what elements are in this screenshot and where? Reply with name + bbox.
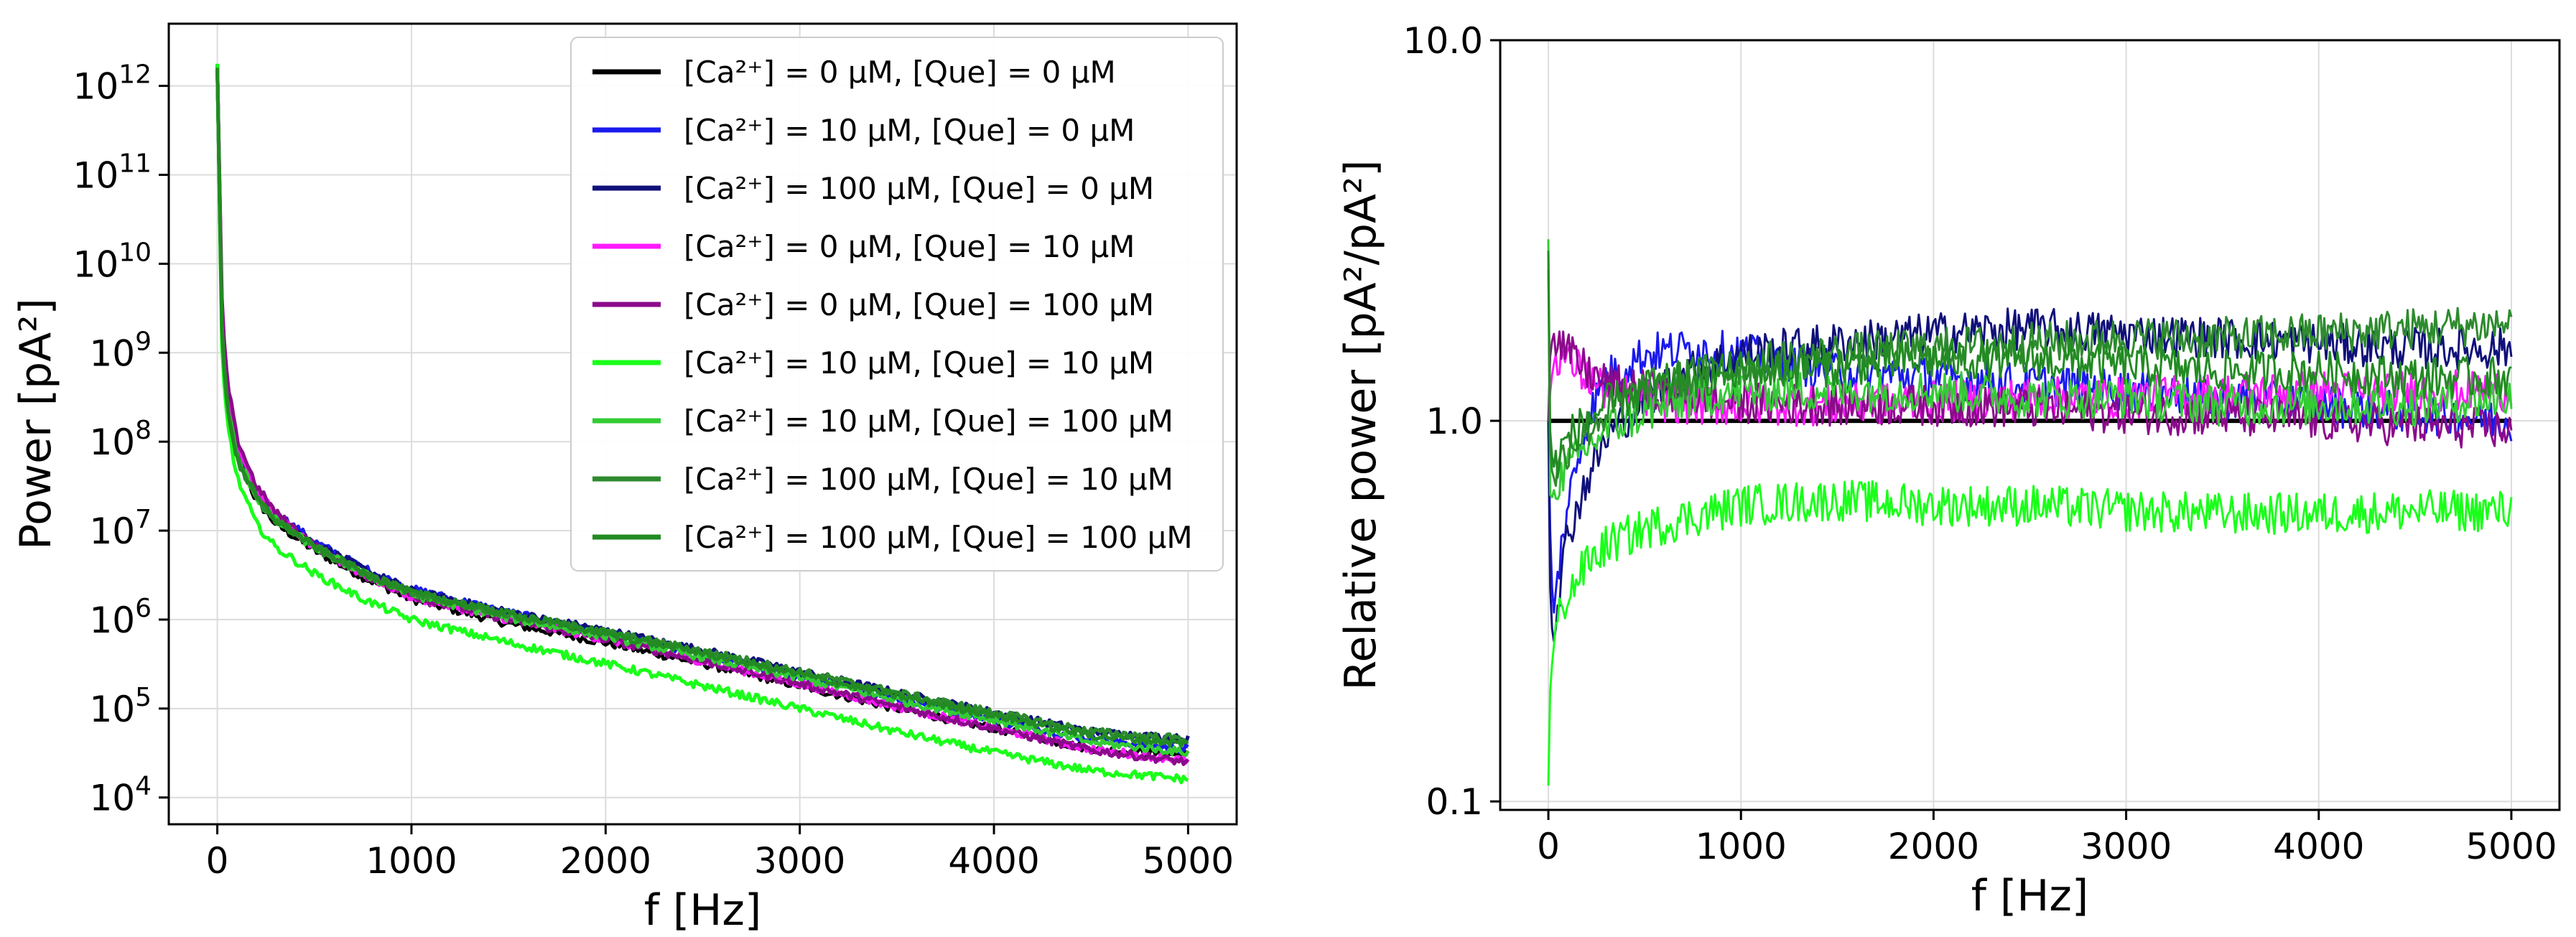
- y-tick-label: 106: [89, 594, 152, 641]
- y-tick-base: 10: [73, 243, 119, 285]
- series-line-6: [1547, 480, 2513, 786]
- y-tick-label: 107: [89, 505, 152, 552]
- y-tick-label: 1011: [73, 149, 152, 196]
- y-tick-base: 10: [89, 421, 135, 463]
- y-tick-exponent: 6: [135, 594, 152, 623]
- series-line-9: [1547, 251, 2512, 479]
- y-tick-label: 105: [89, 683, 152, 730]
- x-axis-title: f [Hz]: [644, 885, 762, 934]
- series-line-9: [215, 67, 1189, 748]
- series-line-6: [215, 63, 1189, 785]
- series-group: [215, 63, 1190, 785]
- legend-box: [570, 37, 1224, 572]
- y-tick-label: 1.0: [1426, 401, 1483, 442]
- y-tick-exponent: 9: [135, 327, 152, 356]
- plot-frame: [167, 22, 1238, 826]
- y-tick-label: 104: [89, 772, 152, 819]
- y-tick-base: 10: [89, 511, 135, 552]
- chart-panel-1: 0 1000 2000 3000 4000 50001041051061071081091…: [11, 22, 1238, 936]
- y-tick-base: 10: [89, 332, 135, 374]
- y-tick-label: 109: [89, 327, 152, 374]
- y-tick-label: 1010: [73, 238, 152, 285]
- y-tick-base: 10: [89, 600, 135, 641]
- x-tick-label: 4000: [2273, 826, 2364, 867]
- y-tick-exponent: 12: [118, 60, 152, 90]
- y-tick-label: 0.1: [1426, 781, 1483, 823]
- y-tick-label: 108: [89, 416, 152, 463]
- legend-label-2: [Ca²⁺] = 10 μM, [Que] = 0 μM: [684, 113, 1135, 148]
- x-tick-label: 4000: [948, 840, 1039, 882]
- legend: [Ca²⁺] = 0 μM, [Que] = 0 μM [Ca²⁺] = 10 μ…: [570, 37, 1224, 572]
- legend-label-6: [Ca²⁺] = 10 μM, [Que] = 10 μM: [684, 345, 1154, 381]
- y-tick-exponent: 7: [135, 505, 152, 534]
- legend-label-1: [Ca²⁺] = 0 μM, [Que] = 0 μM: [684, 55, 1116, 90]
- series-group: [1547, 239, 2513, 786]
- x-tick-label: 2000: [1888, 826, 1979, 867]
- y-tick-label: 1012: [73, 60, 152, 108]
- y-axis-title: Relative power [pA²/pA²]: [1336, 160, 1386, 691]
- chart-panel-2: 0 1000 2000 3000 4000 5000 0.1 1.0 10.0 f [Hz] Rel…: [1336, 20, 2561, 921]
- y-tick-exponent: 4: [135, 772, 152, 801]
- plot-frame: [1499, 39, 2561, 811]
- legend-label-8: [Ca²⁺] = 100 μM, [Que] = 10 μM: [684, 462, 1173, 497]
- x-tick-label: 5000: [1143, 840, 1234, 882]
- x-tick-label: 1000: [1696, 826, 1787, 867]
- y-axis-title: Power [pA²]: [11, 298, 61, 549]
- legend-label-5: [Ca²⁺] = 0 μM, [Que] = 100 μM: [684, 287, 1154, 322]
- x-tick-label: 3000: [2080, 826, 2172, 867]
- y-tick-base: 10: [73, 154, 119, 196]
- y-tick-exponent: 8: [135, 416, 152, 445]
- x-tick-label: 0: [206, 840, 229, 882]
- y-tick-label: 10.0: [1403, 20, 1483, 62]
- x-tick-label: 0: [1537, 826, 1560, 867]
- x-tick-label: 5000: [2465, 826, 2557, 867]
- y-tick-exponent: 5: [135, 683, 152, 712]
- y-tick-exponent: 10: [118, 238, 152, 267]
- y-tick-base: 10: [89, 689, 135, 730]
- legend-label-9: [Ca²⁺] = 100 μM, [Que] = 100 μM: [684, 520, 1193, 555]
- x-tick-label: 1000: [366, 840, 457, 882]
- x-axis-title: f [Hz]: [1971, 871, 2089, 921]
- x-tick-label: 3000: [754, 840, 845, 882]
- y-tick-base: 10: [73, 66, 119, 108]
- y-tick-exponent: 11: [118, 149, 152, 178]
- y-tick-base: 10: [89, 778, 135, 819]
- x-tick-label: 2000: [560, 840, 651, 882]
- legend-label-3: [Ca²⁺] = 100 μM, [Que] = 0 μM: [684, 171, 1154, 206]
- legend-label-7: [Ca²⁺] = 10 μM, [Que] = 100 μM: [684, 404, 1173, 439]
- legend-label-4: [Ca²⁺] = 0 μM, [Que] = 10 μM: [684, 229, 1135, 264]
